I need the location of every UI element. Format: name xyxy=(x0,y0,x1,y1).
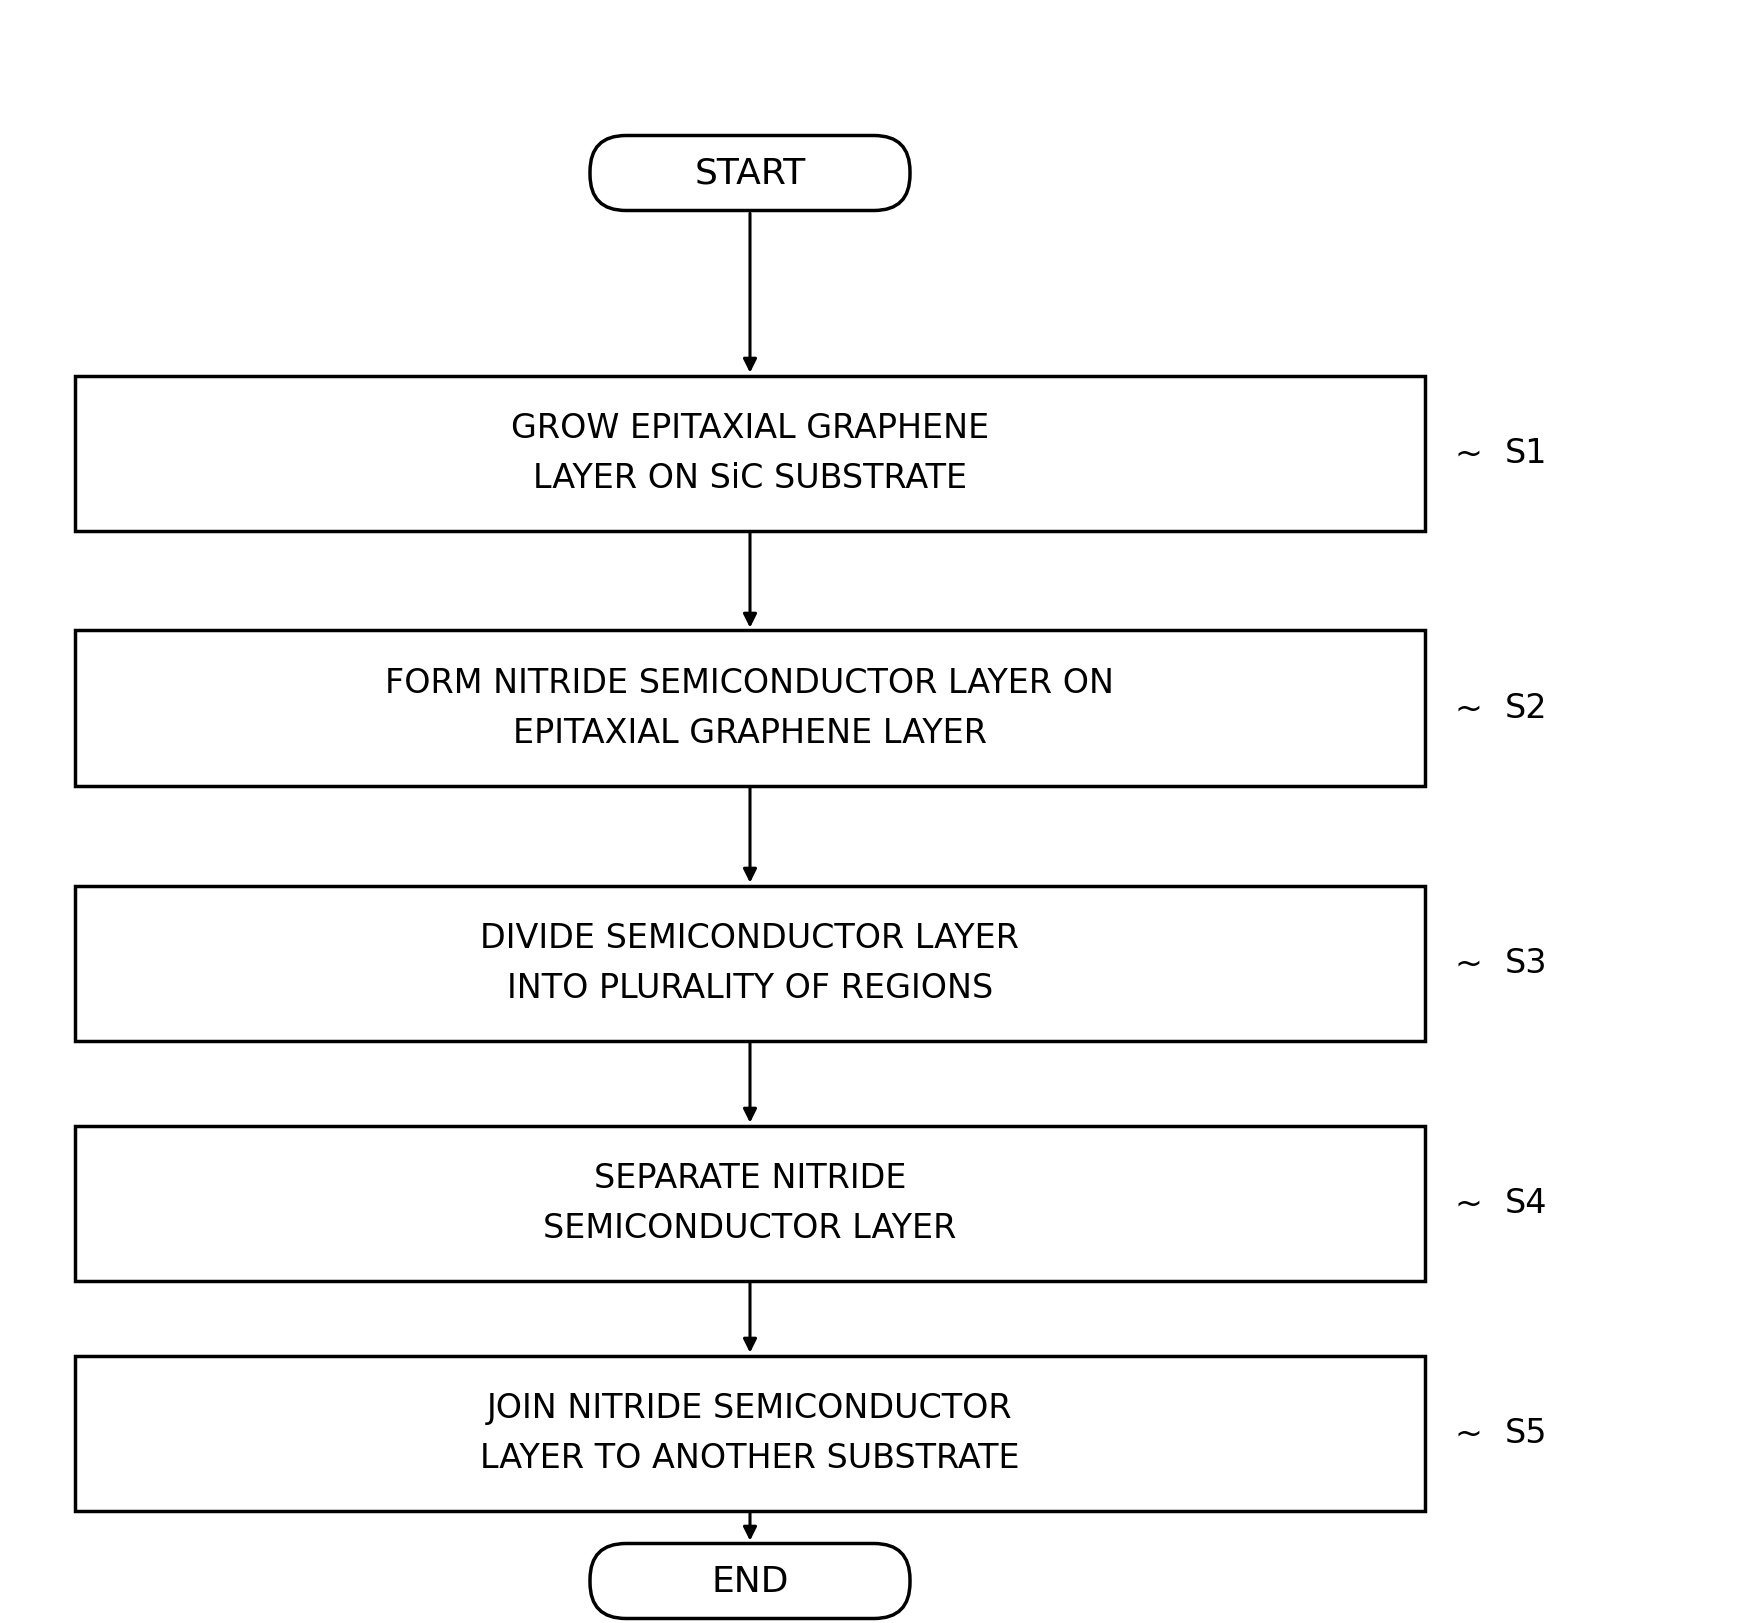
Text: DIVIDE SEMICONDUCTOR LAYER: DIVIDE SEMICONDUCTOR LAYER xyxy=(481,922,1020,954)
Text: SEPARATE NITRIDE: SEPARATE NITRIDE xyxy=(594,1162,907,1195)
Text: JOIN NITRIDE SEMICONDUCTOR: JOIN NITRIDE SEMICONDUCTOR xyxy=(486,1391,1013,1425)
Text: ~: ~ xyxy=(1456,1417,1483,1449)
Text: GROW EPITAXIAL GRAPHENE: GROW EPITAXIAL GRAPHENE xyxy=(511,412,988,445)
Text: S5: S5 xyxy=(1504,1417,1548,1449)
Text: S1: S1 xyxy=(1504,437,1548,471)
Text: ~: ~ xyxy=(1456,691,1483,725)
FancyBboxPatch shape xyxy=(75,377,1424,531)
FancyBboxPatch shape xyxy=(75,886,1424,1040)
Text: S3: S3 xyxy=(1504,946,1548,980)
Text: ~: ~ xyxy=(1456,946,1483,980)
Text: S4: S4 xyxy=(1504,1186,1548,1220)
FancyBboxPatch shape xyxy=(75,1126,1424,1281)
Text: ~: ~ xyxy=(1456,1186,1483,1220)
Text: START: START xyxy=(695,157,806,192)
Text: LAYER ON SiC SUBSTRATE: LAYER ON SiC SUBSTRATE xyxy=(533,463,968,495)
Text: S2: S2 xyxy=(1504,691,1548,725)
FancyBboxPatch shape xyxy=(591,1543,910,1618)
Text: INTO PLURALITY OF REGIONS: INTO PLURALITY OF REGIONS xyxy=(507,972,994,1005)
FancyBboxPatch shape xyxy=(75,631,1424,786)
Text: END: END xyxy=(710,1565,789,1599)
FancyBboxPatch shape xyxy=(591,136,910,211)
FancyBboxPatch shape xyxy=(75,1355,1424,1511)
Text: ~: ~ xyxy=(1456,437,1483,471)
Text: LAYER TO ANOTHER SUBSTRATE: LAYER TO ANOTHER SUBSTRATE xyxy=(479,1441,1020,1475)
Text: EPITAXIAL GRAPHENE LAYER: EPITAXIAL GRAPHENE LAYER xyxy=(512,717,987,750)
Text: FORM NITRIDE SEMICONDUCTOR LAYER ON: FORM NITRIDE SEMICONDUCTOR LAYER ON xyxy=(386,667,1115,700)
Text: SEMICONDUCTOR LAYER: SEMICONDUCTOR LAYER xyxy=(544,1212,957,1245)
